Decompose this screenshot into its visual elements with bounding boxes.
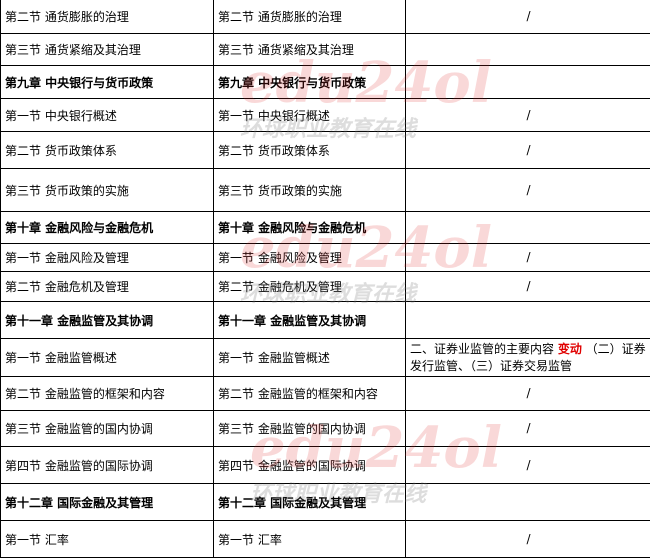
new-syllabus-cell: 第二节 金融危机及管理: [213, 271, 406, 302]
new-syllabus-cell: 第四节 金融监管的国际协调: [213, 446, 406, 484]
section-row: 第二节 金融监管的框架和内容 第二节 金融监管的框架和内容 /: [0, 376, 650, 411]
new-syllabus-cell: 第二节 金融监管的框架和内容: [213, 376, 406, 411]
old-syllabus-cell: 第二节 金融危机及管理: [0, 271, 214, 302]
section-row: 第三节 通货紧缩及其治理 第三节 通货紧缩及其治理: [0, 33, 650, 66]
change-marker: 变动: [557, 341, 582, 356]
change-note-cell: [405, 211, 650, 244]
new-syllabus-cell: 第三节 货币政策的实施: [213, 168, 406, 212]
old-syllabus-cell: 第一节 金融监管概述: [0, 338, 214, 377]
section-row: 第四节 金融监管的国际协调 第四节 金融监管的国际协调 /: [0, 446, 650, 484]
old-syllabus-cell: 第十章 金融风险与金融危机: [0, 211, 214, 244]
change-note-cell: [405, 483, 650, 521]
section-row: 第二节 通货膨胀的治理 第二节 通货膨胀的治理 /: [0, 0, 650, 34]
old-syllabus-cell: 第一节 金融风险及管理: [0, 243, 214, 272]
change-note-cell: /: [405, 446, 650, 484]
old-syllabus-cell: 第三节 金融监管的国内协调: [0, 410, 214, 447]
new-syllabus-cell: 第十章 金融风险与金融危机: [213, 211, 406, 244]
new-syllabus-cell: 第三节 金融监管的国内协调: [213, 410, 406, 447]
change-note-cell: /: [405, 520, 650, 558]
change-note-cell: /: [405, 376, 650, 411]
new-syllabus-cell: 第九章 中央银行与货币政策: [213, 65, 406, 99]
chapter-row: 第十章 金融风险与金融危机 第十章 金融风险与金融危机: [0, 211, 650, 244]
old-syllabus-cell: 第二节 金融监管的框架和内容: [0, 376, 214, 411]
old-syllabus-cell: 第十一章 金融监管及其协调: [0, 301, 214, 339]
change-note-cell: 二、证券业监管的主要内容 变动 （二）证券发行监管、（三）证券交易监管: [405, 338, 650, 377]
change-note-cell: [405, 33, 650, 66]
section-row: 第一节 中央银行概述 第一节 中央银行概述 /: [0, 98, 650, 132]
change-note-cell: /: [405, 168, 650, 212]
new-syllabus-cell: 第三节 通货紧缩及其治理: [213, 33, 406, 66]
new-syllabus-cell: 第一节 金融监管概述: [213, 338, 406, 377]
new-syllabus-cell: 第二节 通货膨胀的治理: [213, 0, 406, 34]
section-row: 第三节 金融监管的国内协调 第三节 金融监管的国内协调 /: [0, 410, 650, 447]
new-syllabus-cell: 第十一章 金融监管及其协调: [213, 301, 406, 339]
old-syllabus-cell: 第二节 通货膨胀的治理: [0, 0, 214, 34]
old-syllabus-cell: 第十二章 国际金融及其管理: [0, 483, 214, 521]
note-text: （二）证券发行监管、（三）证券交易监管: [410, 341, 646, 373]
change-note-cell: [405, 65, 650, 99]
section-row: 第三节 货币政策的实施 第三节 货币政策的实施 /: [0, 168, 650, 212]
old-syllabus-cell: 第一节 汇率: [0, 520, 214, 558]
change-note-cell: [405, 301, 650, 339]
section-row: 第一节 金融风险及管理 第一节 金融风险及管理 /: [0, 243, 650, 272]
new-syllabus-cell: 第二节 货币政策体系: [213, 131, 406, 169]
new-syllabus-cell: 第一节 金融风险及管理: [213, 243, 406, 272]
chapter-row: 第十二章 国际金融及其管理 第十二章 国际金融及其管理: [0, 483, 650, 521]
old-syllabus-cell: 第三节 货币政策的实施: [0, 168, 214, 212]
old-syllabus-cell: 第九章 中央银行与货币政策: [0, 65, 214, 99]
old-syllabus-cell: 第四节 金融监管的国际协调: [0, 446, 214, 484]
section-row: 第二节 货币政策体系 第二节 货币政策体系 /: [0, 131, 650, 169]
change-note-cell: /: [405, 271, 650, 302]
chapter-row: 第十一章 金融监管及其协调 第十一章 金融监管及其协调: [0, 301, 650, 339]
old-syllabus-cell: 第二节 货币政策体系: [0, 131, 214, 169]
change-note-cell: /: [405, 98, 650, 132]
chapter-row: 第九章 中央银行与货币政策 第九章 中央银行与货币政策: [0, 65, 650, 99]
change-note-cell: /: [405, 0, 650, 34]
old-syllabus-cell: 第三节 通货紧缩及其治理: [0, 33, 214, 66]
new-syllabus-cell: 第一节 中央银行概述: [213, 98, 406, 132]
change-note-cell: /: [405, 243, 650, 272]
change-note-cell: /: [405, 410, 650, 447]
new-syllabus-cell: 第一节 汇率: [213, 520, 406, 558]
old-syllabus-cell: 第一节 中央银行概述: [0, 98, 214, 132]
section-row: 第二节 金融危机及管理 第二节 金融危机及管理 /: [0, 271, 650, 302]
note-text: 二、证券业监管的主要内容: [410, 341, 558, 356]
new-syllabus-cell: 第十二章 国际金融及其管理: [213, 483, 406, 521]
section-row: 第一节 金融监管概述 第一节 金融监管概述 二、证券业监管的主要内容 变动 （二）证…: [0, 338, 650, 377]
change-note-cell: /: [405, 131, 650, 169]
section-row: 第一节 汇率 第一节 汇率 /: [0, 520, 650, 558]
